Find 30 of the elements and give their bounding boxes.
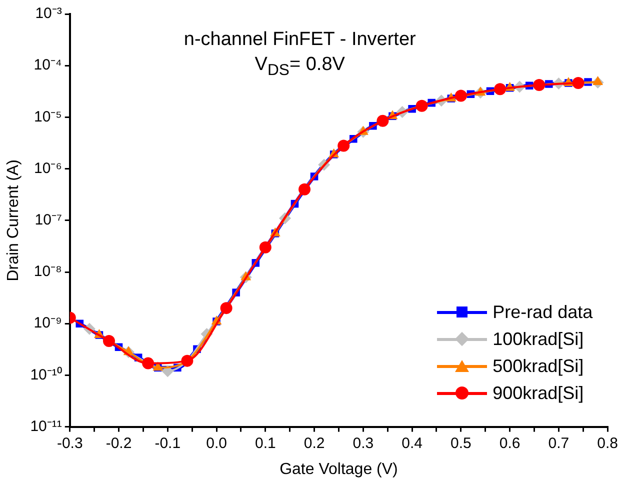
y-tick-label: 10⁻⁴ (34, 56, 62, 74)
legend-label: Pre-rad data (492, 302, 593, 323)
y-tick-label: 10⁻⁶ (34, 160, 62, 177)
y-tick-label: 10⁻¹⁰ (30, 366, 62, 384)
x-tick-label: 0.5 (450, 434, 472, 452)
y-axis-title: Drain Current (A) (5, 159, 22, 282)
x-tick-label: 0.7 (548, 434, 570, 452)
x-tick-label: 0.4 (402, 434, 422, 452)
x-tick-label: 0.2 (304, 434, 325, 452)
x-tick-label: 0.1 (254, 434, 276, 452)
legend-label: 500krad[Si] (492, 356, 584, 377)
x-tick-label: 0.0 (206, 434, 227, 452)
legend-label: 900krad[Si] (492, 382, 584, 404)
x-tick-label: 0.8 (597, 434, 618, 452)
x-tick-label: -0.2 (106, 434, 132, 452)
y-tick-label: 10⁻³ (35, 5, 62, 22)
text: n-channel FinFET - Inverter (182, 29, 417, 51)
y-tick-label: 10⁻⁹ (34, 314, 62, 332)
x-axis-title: Gate Voltage (V) (280, 460, 398, 478)
y-tick-label: 10⁻⁵ (34, 108, 62, 126)
x-tick-label: 0.6 (499, 434, 520, 452)
y-tick-label: 10⁻⁷ (34, 212, 62, 229)
point (592, 76, 603, 86)
y-tick-label: 10⁻¹¹ (30, 418, 62, 435)
x-tick-label: 0.3 (352, 434, 374, 452)
x-tick-label: -0.1 (154, 434, 181, 452)
x-tick-label: -0.3 (56, 434, 83, 452)
y-tick-label: 10⁻⁸ (34, 263, 62, 280)
text: V$_{DS}$= 0.8V (254, 54, 346, 80)
legend-label: 100krad[Si] (492, 328, 584, 350)
